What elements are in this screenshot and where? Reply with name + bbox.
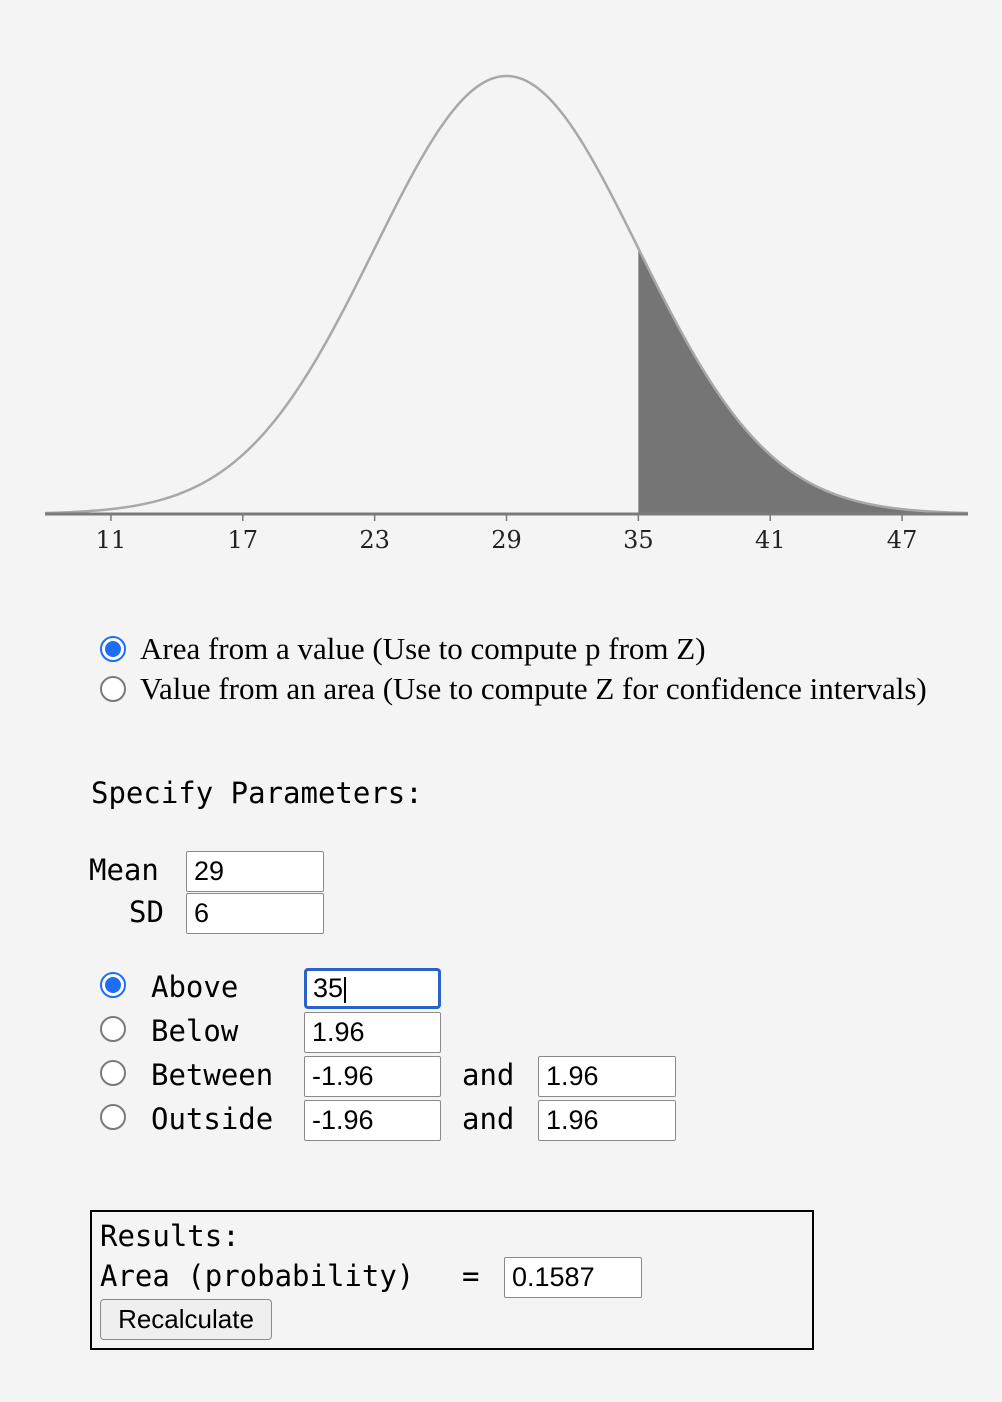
x-tick-label: 17 <box>228 526 259 554</box>
above-input[interactable]: 35 <box>304 968 441 1009</box>
sd-input[interactable]: 6 <box>186 893 324 934</box>
equals-sign: = <box>462 1259 480 1293</box>
radio-above[interactable] <box>100 972 126 998</box>
normal-distribution-chart: 11 17 23 29 35 41 47 <box>0 0 1002 580</box>
below-input[interactable]: 1.96 <box>304 1012 441 1053</box>
x-tick-label: 29 <box>491 526 522 554</box>
x-tick-label: 35 <box>623 526 654 554</box>
mode-option-label: Value from an area (Use to compute Z for… <box>140 671 927 706</box>
text-cursor <box>344 976 347 1003</box>
x-tick-label: 23 <box>359 526 390 554</box>
x-tick-label: 11 <box>96 526 127 554</box>
x-tick-label: 41 <box>755 526 786 554</box>
results-heading: Results: <box>100 1219 240 1253</box>
mode-option-area-from-value[interactable]: Area from a value (Use to compute p from… <box>100 631 706 666</box>
area-label: Area (probability) <box>100 1259 415 1293</box>
sd-label: SD <box>129 895 164 929</box>
radio-outside[interactable] <box>100 1104 126 1130</box>
mode-option-value-from-area[interactable]: Value from an area (Use to compute Z for… <box>100 671 927 706</box>
shaded-area <box>638 248 968 514</box>
mean-input[interactable]: 29 <box>186 851 324 892</box>
outside-and-label: and <box>462 1102 515 1136</box>
parameters-heading: Specify Parameters: <box>91 776 423 810</box>
between-and-label: and <box>462 1058 515 1092</box>
x-axis-ticks: 11 17 23 29 35 41 47 <box>96 514 918 554</box>
outside-high-input[interactable]: 1.96 <box>538 1100 676 1141</box>
density-curve <box>44 74 969 515</box>
between-label: Between <box>151 1058 274 1092</box>
between-high-input[interactable]: 1.96 <box>538 1056 676 1097</box>
radio-between[interactable] <box>100 1060 126 1086</box>
mean-label: Mean <box>89 853 159 887</box>
above-label: Above <box>151 970 239 1004</box>
results-panel <box>90 1210 814 1350</box>
radio-area-from-value[interactable] <box>100 636 126 662</box>
below-label: Below <box>151 1014 239 1048</box>
outside-label: Outside <box>151 1102 274 1136</box>
radio-value-from-area[interactable] <box>100 676 126 702</box>
outside-low-input[interactable]: -1.96 <box>304 1100 441 1141</box>
above-input-value: 35 <box>313 973 344 1003</box>
mode-option-label: Area from a value (Use to compute p from… <box>140 631 706 666</box>
recalculate-button[interactable]: Recalculate <box>100 1299 272 1340</box>
between-low-input[interactable]: -1.96 <box>304 1056 441 1097</box>
chart-svg: 11 17 23 29 35 41 47 <box>44 74 969 554</box>
radio-below[interactable] <box>100 1016 126 1042</box>
area-result-output[interactable]: 0.1587 <box>504 1257 642 1298</box>
x-tick-label: 47 <box>887 526 918 554</box>
